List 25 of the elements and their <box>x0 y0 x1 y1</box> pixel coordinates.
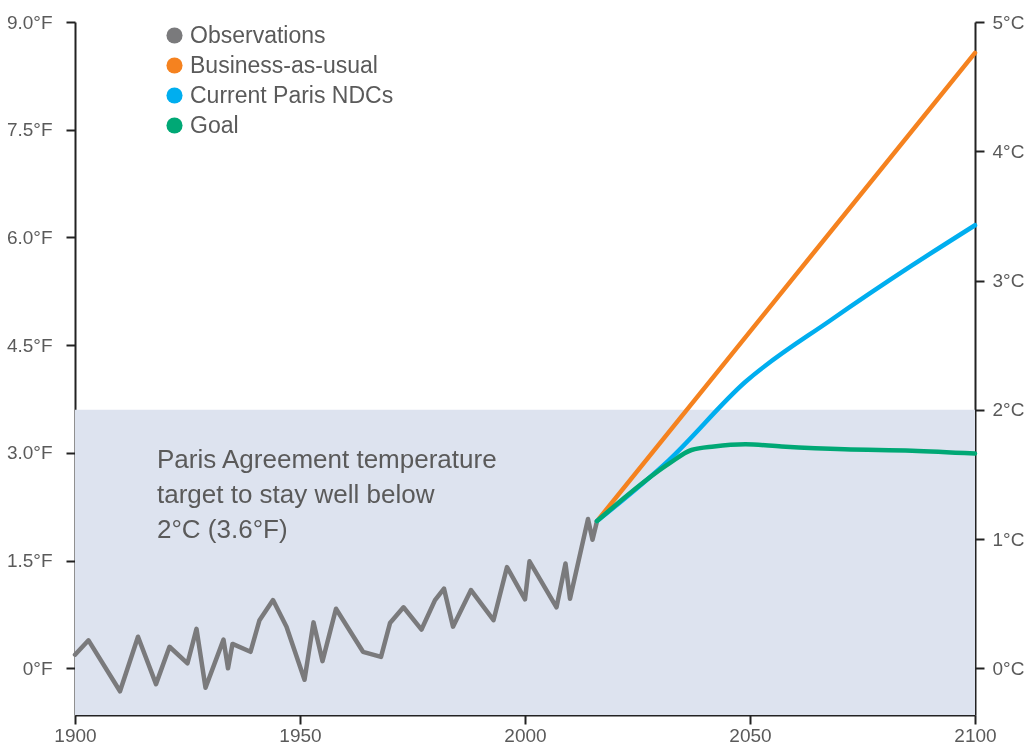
y-tick-label: 0°F <box>22 657 53 679</box>
x-tick-label: 1900 <box>54 724 97 746</box>
y-tick-label: 4.5°F <box>6 334 53 356</box>
y2-tick-label: 1°C <box>992 528 1025 550</box>
legend-label: Current Paris NDCs <box>190 81 394 108</box>
y2-tick-label: 0°C <box>992 657 1025 679</box>
y-tick-label: 1.5°F <box>6 550 53 572</box>
y2-tick-label: 2°C <box>992 399 1025 421</box>
y-tick-label: 6.0°F <box>6 226 53 248</box>
line-series <box>72 516 600 694</box>
y2-tick-label: 5°C <box>992 11 1025 33</box>
legend-label: Goal <box>190 111 239 138</box>
y-tick-label: 9.0°F <box>6 11 53 33</box>
line-series <box>594 442 978 524</box>
legend-label: Business-as-usual <box>190 51 378 78</box>
x-tick-label: 2100 <box>954 724 997 746</box>
x-tick-label: 1950 <box>279 724 322 746</box>
band-label: Paris Agreement temperature target to stay well below 2°C (3.6°F) <box>157 444 497 544</box>
y2-tick-label: 4°C <box>992 140 1025 162</box>
x-tick-label: 2050 <box>729 724 772 746</box>
x-tick-label: 2000 <box>504 724 547 746</box>
y-tick-label: 7.5°F <box>6 119 53 141</box>
y2-tick-label: 3°C <box>992 270 1025 292</box>
legend-label: Observations <box>190 21 326 48</box>
y-tick-label: 3.0°F <box>6 442 53 464</box>
